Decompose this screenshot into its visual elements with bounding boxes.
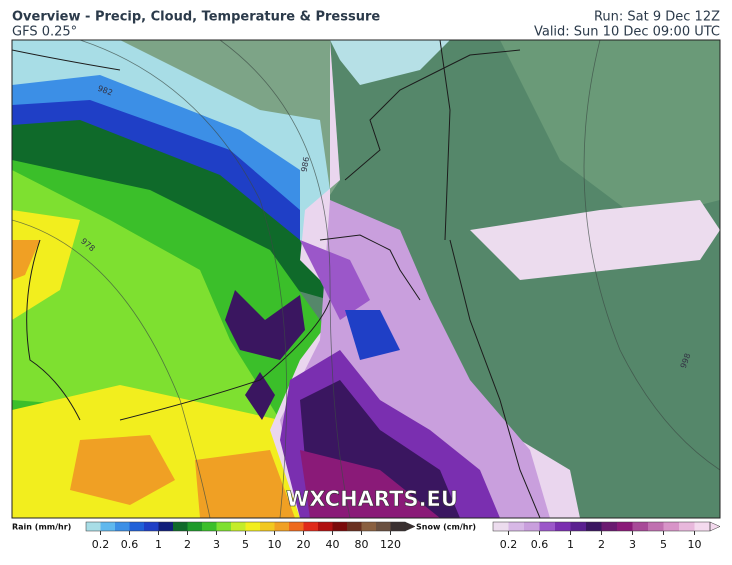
colorbar-swatch <box>493 522 509 531</box>
rain-orange-south <box>70 435 175 505</box>
colorbar-swatch <box>663 522 679 531</box>
rain-lightgreen <box>12 170 280 420</box>
snow-legend-title: Snow (cm/hr) <box>416 523 476 532</box>
snow-magenta <box>300 450 440 518</box>
colorbar-swatch <box>260 522 275 531</box>
colorbar-tick-label: 0.6 <box>531 538 549 551</box>
rain-light <box>330 40 450 85</box>
colorbar-swatch <box>289 522 304 531</box>
colorbar-swatch <box>187 522 202 531</box>
isobars <box>12 40 720 518</box>
colorbar-swatch <box>332 522 347 531</box>
colorbar-swatch <box>347 522 362 531</box>
isobar-label: 986 <box>300 156 312 173</box>
colorbar-swatch <box>601 522 617 531</box>
colorbar-tick-label: 80 <box>355 538 369 551</box>
colorbar-swatch <box>202 522 217 531</box>
colorbar-swatch <box>679 522 695 531</box>
colorbar-swatch <box>129 522 144 531</box>
colorbar-swatch <box>303 522 318 531</box>
coastlines <box>12 40 541 518</box>
colorbar-tick-label: 5 <box>242 538 249 551</box>
colorbar-swatch <box>508 522 524 531</box>
colorbar-swatch <box>318 522 333 531</box>
snow-colorbar: 0.2 0.6 1 2 3 5 10 <box>492 521 721 551</box>
colorbar-swatch <box>86 522 101 531</box>
colorbar-tick-label: 1 <box>567 538 574 551</box>
snow-light-east <box>470 200 720 280</box>
colorbar-tick-label: 3 <box>213 538 220 551</box>
model: GFS 0.25° <box>12 25 77 40</box>
colorbar-swatch <box>158 522 173 531</box>
colorbar-tick-label: 0.2 <box>500 538 518 551</box>
colorbar-tick-label: 20 <box>297 538 311 551</box>
colorbar-swatch <box>231 522 246 531</box>
colorbar-swatch <box>570 522 586 531</box>
title: Overview - Precip, Cloud, Temperature & … <box>12 10 380 25</box>
colorbar-swatch <box>694 522 710 531</box>
colorbar-tick-label: 2 <box>598 538 605 551</box>
valid: Valid: Sun 10 Dec 09:00 UTC <box>534 25 720 40</box>
colorbar-tick-label: 5 <box>660 538 667 551</box>
colorbar-swatch <box>390 522 405 531</box>
colorbar-swatch <box>100 522 115 531</box>
colorbar-swatch <box>555 522 571 531</box>
rain-colorbar: 0.2 0.6 1 2 3 5 10 20 40 80 120 <box>85 521 416 551</box>
colorbar-tick-label: 1 <box>155 538 162 551</box>
map-frame <box>11 39 721 519</box>
colorbar-tick-label: 0.6 <box>121 538 139 551</box>
snow-band <box>300 240 370 320</box>
run: Run: Sat 9 Dec 12Z <box>594 10 720 25</box>
colorbar-tick-label: 3 <box>629 538 636 551</box>
rain-orange-south2 <box>195 450 295 518</box>
colorbar-tick-label: 0.2 <box>92 538 110 551</box>
colorbar-swatch <box>115 522 130 531</box>
colorbar-swatch <box>648 522 664 531</box>
colorbar-swatch <box>524 522 540 531</box>
colorbar-swatch <box>376 522 391 531</box>
rain-orange <box>12 240 40 280</box>
colorbar-swatch <box>632 522 648 531</box>
colorbar-swatch <box>173 522 188 531</box>
colorbar-tick-label: 2 <box>184 538 191 551</box>
colorbar-tick-label: 10 <box>688 538 702 551</box>
map: 982 986 978 998 WXCHARTS.EU <box>11 39 721 519</box>
cloud-mid <box>500 40 720 220</box>
rain-legend-title: Rain (mm/hr) <box>12 523 71 532</box>
rain-blue-patch <box>345 310 400 360</box>
colorbar-swatch <box>361 522 376 531</box>
rain-yellow <box>12 210 80 320</box>
colorbar-swatch <box>617 522 633 531</box>
colorbar-swatch <box>539 522 555 531</box>
colorbar-tick-label: 120 <box>380 538 401 551</box>
watermark: WXCHARTS.EU <box>286 487 458 511</box>
colorbar-swatch <box>245 522 260 531</box>
colorbar-tick-label: 40 <box>326 538 340 551</box>
snow-cell-small <box>245 372 275 420</box>
colorbar-swatch <box>274 522 289 531</box>
colorbar-tick-label: 10 <box>268 538 282 551</box>
colorbar-swatch <box>216 522 231 531</box>
colorbar-swatch <box>586 522 602 531</box>
colorbar-swatch <box>144 522 159 531</box>
